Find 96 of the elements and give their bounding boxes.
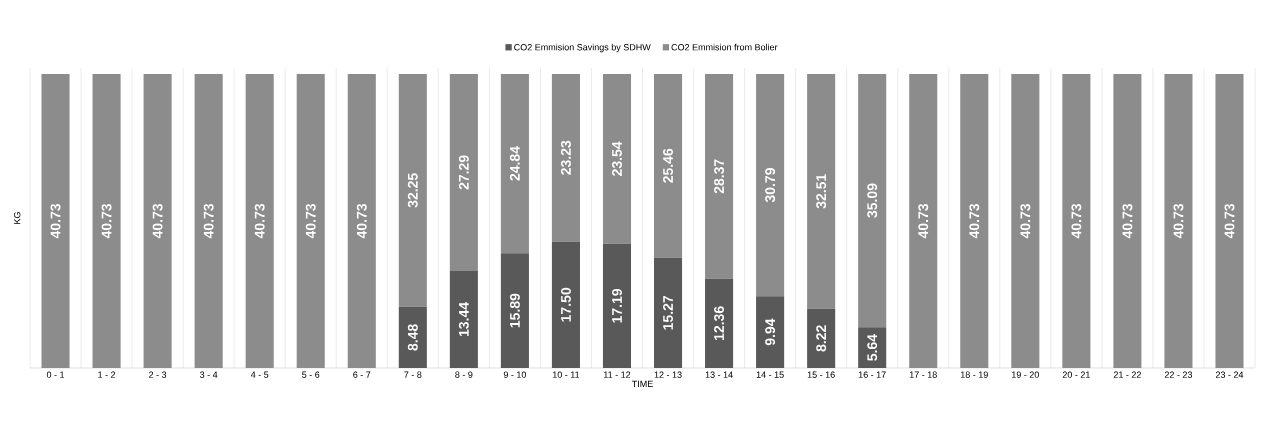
bar [756, 73, 785, 297]
bar [807, 308, 836, 368]
x-tick-label: 3 - 4 [199, 371, 218, 378]
data-label: 40.73 [305, 203, 316, 239]
x-tick-label: 4 - 5 [250, 371, 269, 378]
bar [909, 73, 938, 368]
bar [1164, 73, 1193, 368]
data-label: 40.73 [1173, 203, 1184, 239]
x-tick-label: 17 - 18 [909, 371, 937, 378]
x-tick-label: 14 - 15 [756, 371, 784, 378]
x-tick-label: 23 - 24 [1215, 371, 1244, 378]
bar [41, 73, 70, 368]
data-label: 23.54 [612, 141, 622, 176]
bar [858, 327, 887, 368]
bar [92, 73, 121, 368]
y-axis-title: KG [13, 212, 21, 224]
x-tick-label: 5 - 6 [302, 371, 320, 378]
bar [807, 73, 836, 309]
data-label: 9.94 [765, 318, 776, 346]
data-label: 15.27 [663, 295, 673, 330]
x-tick-label: 18 - 19 [960, 371, 988, 378]
bar [705, 278, 734, 368]
bar [398, 73, 427, 307]
x-tick-label: 16 - 17 [858, 371, 886, 378]
bar [1113, 73, 1142, 368]
bar [1011, 73, 1040, 368]
x-tick-label: 15 - 16 [807, 371, 835, 378]
data-label: 8.48 [407, 324, 418, 351]
legend-label: CO2 Emmision from Bolier [671, 43, 778, 51]
legend-label: CO2 Emmision Savings by SDHW [514, 43, 651, 53]
data-label: 40.73 [969, 203, 980, 239]
bar [602, 73, 632, 244]
bar [245, 73, 274, 368]
x-tick-label: 19 - 20 [1012, 371, 1039, 378]
data-label: 17.50 [560, 287, 571, 322]
bar [960, 73, 989, 368]
data-label: 40.73 [254, 203, 265, 239]
data-label: 32.51 [816, 174, 827, 209]
bar [551, 73, 580, 242]
data-label: 13.44 [458, 302, 469, 337]
bar [551, 241, 580, 368]
x-tick-label: 21 - 22 [1113, 371, 1141, 378]
data-label: 40.73 [1224, 203, 1235, 239]
x-tick-label: 8 - 9 [455, 371, 473, 378]
x-tick-label: 9 - 10 [503, 371, 527, 378]
x-tick-label: 10 - 11 [552, 371, 580, 378]
bar [449, 73, 478, 271]
bar [143, 73, 172, 368]
bar [756, 296, 785, 368]
x-tick-label: 6 - 7 [353, 371, 371, 378]
data-label: 15.89 [509, 293, 520, 328]
data-label: 25.46 [663, 148, 673, 183]
x-tick-label: 22 - 23 [1164, 371, 1193, 378]
bar [194, 73, 223, 368]
bar [705, 73, 734, 279]
x-tick-label: 7 - 8 [404, 371, 422, 378]
data-label: 23.23 [560, 140, 571, 175]
x-tick-label: 2 - 3 [149, 371, 167, 378]
bar [398, 306, 427, 368]
data-label: 32.25 [407, 173, 418, 208]
bar [653, 257, 683, 368]
bar [1215, 73, 1244, 368]
data-label: 5.64 [867, 334, 878, 361]
data-label: 30.79 [765, 168, 776, 203]
bar [347, 73, 376, 368]
x-tick-label: 1 - 2 [98, 371, 116, 378]
data-label: 27.29 [458, 155, 469, 190]
bar [449, 270, 478, 368]
data-label: 40.73 [50, 203, 61, 239]
data-label: 40.73 [918, 203, 929, 239]
bar [296, 73, 325, 368]
x-tick-label: 12 - 13 [654, 371, 682, 378]
data-label: 28.37 [714, 159, 725, 194]
data-label: 17.19 [612, 288, 622, 323]
data-label: 8.22 [816, 325, 827, 352]
x-tick-label: 0 - 1 [46, 371, 65, 378]
data-label: 40.73 [101, 203, 112, 239]
data-label: 12.36 [714, 306, 725, 341]
data-label: 40.73 [152, 203, 163, 239]
bar [858, 73, 887, 328]
bar [500, 73, 529, 254]
bar [1062, 73, 1091, 368]
bar [500, 253, 529, 368]
x-tick-label: 13 - 14 [705, 371, 733, 378]
data-label: 40.73 [1122, 203, 1133, 239]
x-tick-label: 11 - 12 [604, 371, 631, 378]
x-tick-label: 20 - 21 [1062, 371, 1090, 378]
bar [602, 243, 632, 368]
data-label: 40.73 [1071, 203, 1082, 239]
data-label: 24.84 [509, 146, 520, 181]
data-label: 40.73 [203, 203, 214, 239]
data-label: 40.73 [1020, 203, 1031, 239]
x-axis-title: TIME [631, 380, 653, 387]
data-label: 35.09 [867, 183, 878, 218]
data-label: 40.73 [356, 203, 367, 239]
bar [653, 73, 683, 258]
